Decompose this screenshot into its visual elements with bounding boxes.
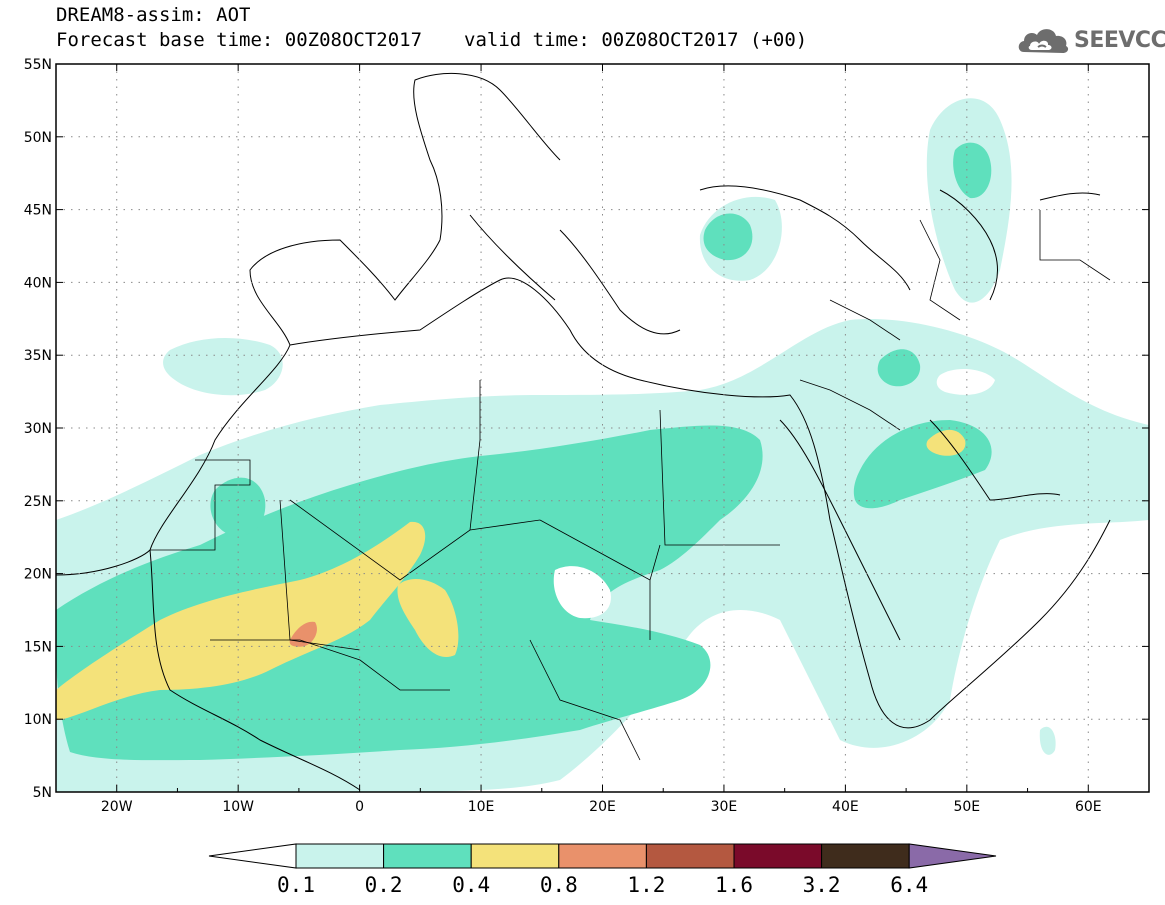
colorbar-box	[470, 843, 560, 869]
lon-label: 10E	[468, 799, 495, 815]
aot-field	[56, 98, 1149, 792]
colorbar-label: 1.2	[627, 873, 665, 897]
valid-time-text: valid time: 00Z08OCT2017 (+00)	[464, 29, 808, 51]
colorbar-box	[821, 843, 910, 869]
aot-level-0-4	[56, 429, 966, 720]
colorbar-box	[733, 843, 823, 869]
lat-label: 15N	[24, 639, 52, 655]
axis-ticks	[55, 63, 1150, 793]
colorbar-box	[558, 843, 647, 869]
base-time-text: Forecast base time: 00Z08OCT2017	[56, 29, 423, 51]
coastlines	[56, 72, 1111, 791]
lat-label: 55N	[24, 57, 52, 73]
colorbar-label: 0.4	[452, 873, 490, 897]
colorbar-min-arrow	[208, 843, 297, 869]
lat-label: 5N	[33, 785, 52, 801]
logo-text: SEEVCCC	[1074, 28, 1165, 53]
colorbar-label: 0.8	[540, 873, 578, 897]
lat-label: 30N	[24, 421, 52, 437]
lon-label: 20E	[589, 799, 616, 815]
lon-label: 30E	[711, 799, 738, 815]
colorbar: 0.1 0.2 0.4 0.8 1.2 1.6 3.2 6.4	[208, 843, 997, 897]
forecast-time-line: Forecast base time: 00Z08OCT2017 valid ti…	[56, 29, 807, 51]
country-borders	[150, 210, 1111, 761]
longitude-labels: 20W 10W 0 10E 20E 30E 40E 50E 60E	[101, 799, 1102, 815]
lat-label: 35N	[24, 348, 52, 364]
cloud-icon	[1018, 29, 1069, 53]
colorbar-label: 0.2	[365, 873, 403, 897]
seevccc-logo: SEEVCCC	[1016, 22, 1165, 58]
colorbar-box	[645, 843, 735, 869]
colorbar-max-arrow	[908, 843, 997, 869]
map-title: DREAM8-assim: AOT	[56, 4, 251, 26]
lat-label: 40N	[24, 275, 52, 291]
latitude-labels: 5N 10N 15N 20N 25N 30N 35N 40N 45N 50N 55N	[24, 57, 52, 801]
lat-label: 25N	[24, 494, 52, 510]
lon-label: 0	[355, 799, 364, 815]
colorbar-label: 0.1	[277, 873, 315, 897]
aot-clear-areas	[553, 368, 995, 619]
lon-label: 40E	[832, 799, 859, 815]
aot-level-0-8	[289, 621, 317, 647]
lon-label: 60E	[1075, 799, 1102, 815]
lat-label: 50N	[24, 130, 52, 146]
grid-lines	[56, 64, 1149, 792]
colorbar-label: 3.2	[803, 873, 841, 897]
lat-label: 20N	[24, 567, 52, 583]
colorbar-box	[295, 843, 385, 869]
lon-label: 10W	[222, 799, 254, 815]
lat-label: 10N	[24, 712, 52, 728]
lon-label: 20W	[101, 799, 133, 815]
colorbar-label: 1.6	[715, 873, 753, 897]
colorbar-box	[383, 843, 472, 869]
colorbar-label: 6.4	[890, 873, 928, 897]
lon-label: 50E	[953, 799, 980, 815]
lat-label: 45N	[24, 203, 52, 219]
